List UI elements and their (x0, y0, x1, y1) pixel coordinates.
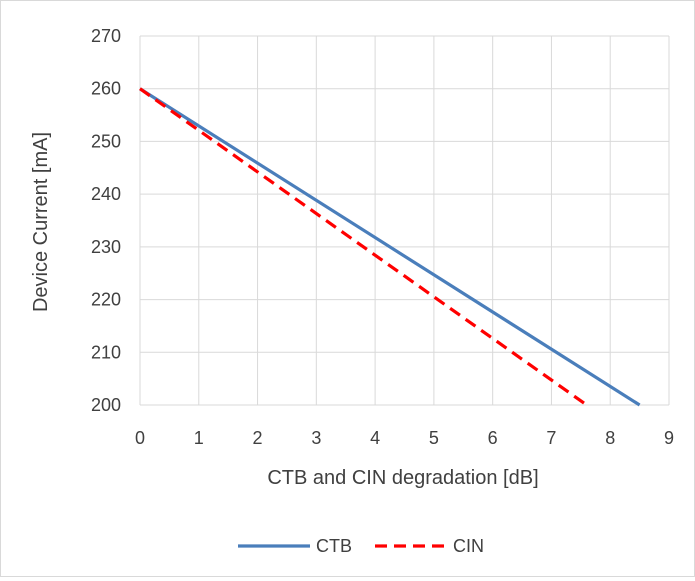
legend-label-ctb: CTB (316, 536, 352, 556)
y-tick-label: 220 (91, 290, 121, 310)
x-tick-label: 6 (488, 428, 498, 448)
x-tick-label: 0 (135, 428, 145, 448)
y-axis-tick-labels: 200 210 220 230 240 250 260 270 (91, 26, 121, 415)
grid-lines (139, 35, 670, 406)
title-fragment (665, 0, 695, 8)
x-tick-label: 9 (664, 428, 674, 448)
x-tick-label: 5 (429, 428, 439, 448)
series-line-cin (139, 87, 588, 407)
x-axis-tick-labels: 0 1 2 3 4 5 6 7 8 9 (135, 428, 674, 448)
x-axis-label: CTB and CIN degradation [dB] (267, 467, 538, 489)
y-tick-label: 230 (91, 237, 121, 257)
legend-label-cin: CIN (453, 536, 484, 556)
x-tick-label: 4 (370, 428, 380, 448)
y-tick-label: 260 (91, 79, 121, 99)
y-tick-label: 240 (91, 184, 121, 204)
y-axis-label: Device Current [mA] (30, 132, 52, 312)
series-lines (139, 87, 641, 407)
x-tick-label: 3 (311, 428, 321, 448)
series-line-ctb (139, 87, 641, 407)
x-tick-label: 2 (253, 428, 263, 448)
x-tick-label: 8 (605, 428, 615, 448)
legend: CTB CIN (238, 536, 484, 556)
y-tick-label: 250 (91, 131, 121, 151)
y-tick-label: 200 (91, 395, 121, 415)
x-tick-label: 7 (546, 428, 556, 448)
x-tick-label: 1 (194, 428, 204, 448)
y-tick-label: 210 (91, 342, 121, 362)
y-tick-label: 270 (91, 26, 121, 46)
